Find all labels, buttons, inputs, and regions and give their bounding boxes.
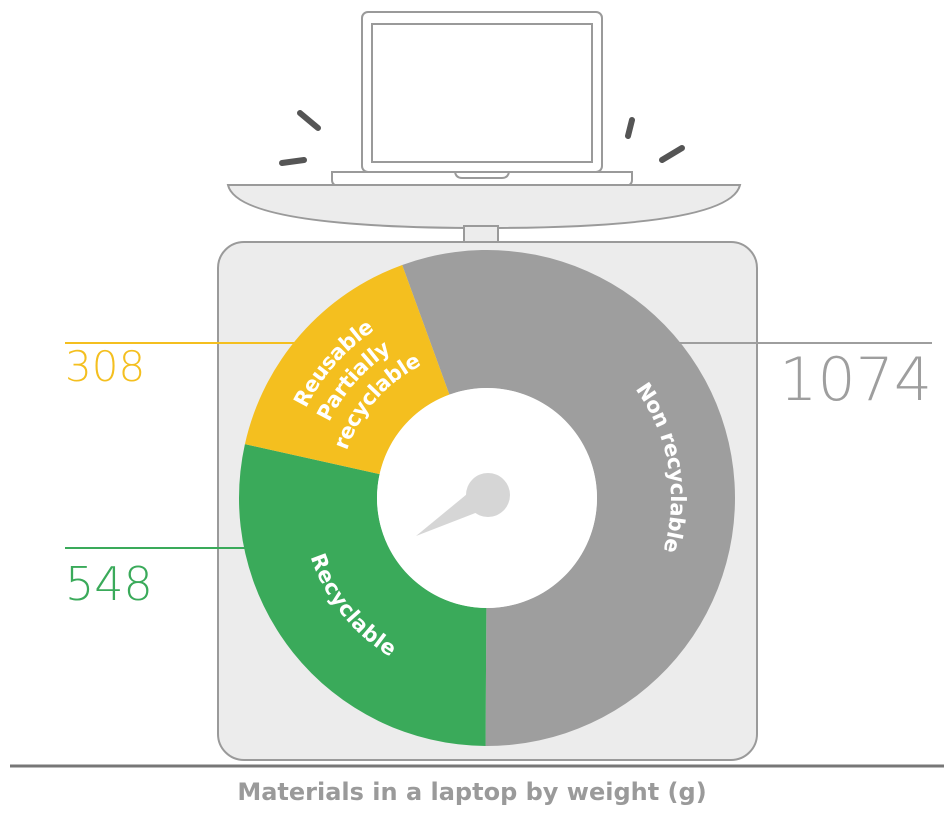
scale-plate [226, 184, 742, 230]
shake-marks [279, 110, 685, 166]
value-label: 308 [65, 342, 145, 391]
donut-segment [402, 249, 736, 747]
needle [416, 473, 510, 536]
donut-segment [244, 264, 450, 475]
donut-segment [238, 444, 487, 746]
value-label: 1074 [779, 345, 932, 415]
value-label: 548 [65, 557, 153, 611]
chart-title: Materials in a laptop by weight (g) [237, 778, 706, 806]
laptop [331, 11, 633, 187]
